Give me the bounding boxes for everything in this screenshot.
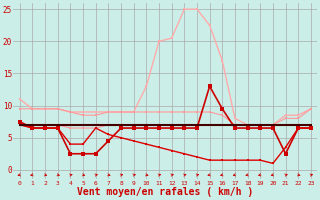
X-axis label: Vent moyen/en rafales ( km/h ): Vent moyen/en rafales ( km/h ) (77, 187, 253, 197)
